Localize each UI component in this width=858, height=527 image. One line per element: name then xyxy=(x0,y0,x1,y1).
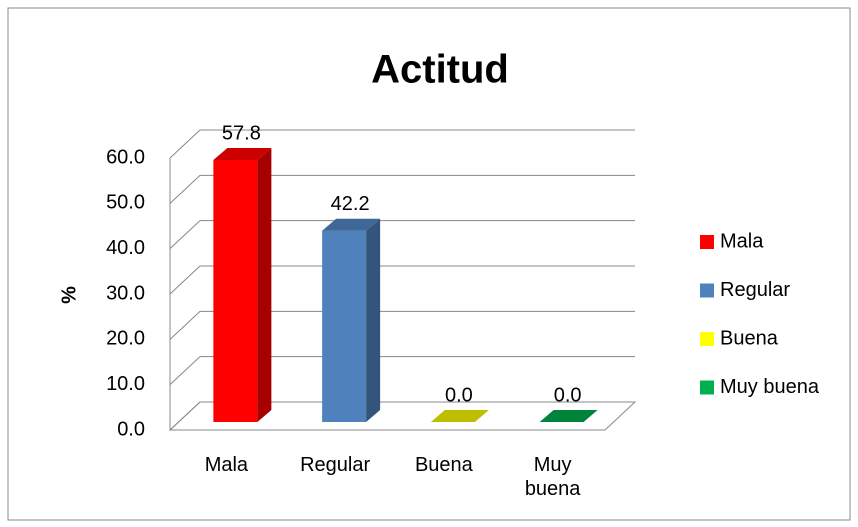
legend-swatch xyxy=(700,332,714,346)
legend-label: Buena xyxy=(720,327,779,349)
bar-front xyxy=(213,159,258,422)
y-tick-label: 20.0 xyxy=(106,328,145,350)
legend-swatch xyxy=(700,283,714,298)
bar xyxy=(322,218,381,422)
y-tick-label: 10.0 xyxy=(106,373,145,395)
legend-swatch xyxy=(700,380,714,395)
data-label: 0.0 xyxy=(445,384,473,406)
legend-label: Muy buena xyxy=(720,376,820,398)
frame xyxy=(7,7,851,521)
y-tick-label: 0.0 xyxy=(117,418,145,440)
grid-line xyxy=(169,310,635,340)
grid-line xyxy=(169,220,635,250)
y-tick-label: 60.0 xyxy=(106,146,145,168)
y-tick-label: 40.0 xyxy=(106,237,145,259)
data-label: 57.8 xyxy=(222,122,261,144)
data-label: 0.0 xyxy=(554,384,582,406)
legend-label: Regular xyxy=(720,279,790,301)
bar-side xyxy=(366,218,381,422)
bar xyxy=(430,410,489,422)
x-tick-label: Buena xyxy=(414,454,473,476)
data-label: 42.2 xyxy=(331,193,370,215)
legend-label: Mala xyxy=(720,230,764,252)
legend-swatch xyxy=(700,235,714,249)
grid-line xyxy=(169,174,635,204)
bar-top xyxy=(322,218,381,231)
y-tick-label: 30.0 xyxy=(106,282,145,304)
y-tick-label: 50.0 xyxy=(106,192,145,214)
bar-top xyxy=(213,147,272,160)
x-tick-label: Muy buena xyxy=(524,454,581,500)
bar xyxy=(539,410,598,422)
grid-line xyxy=(169,265,635,295)
x-tick-label: Mala xyxy=(204,454,249,476)
grid-line xyxy=(169,356,635,386)
x-tick-label: Regular xyxy=(300,454,371,476)
bar-top xyxy=(430,410,489,422)
grid-line xyxy=(169,129,635,159)
bar-top xyxy=(539,410,598,422)
y-axis-label: % xyxy=(58,286,80,304)
bar-side xyxy=(257,147,272,422)
bar-front xyxy=(322,230,367,422)
bar xyxy=(213,147,272,422)
chart-title: Actitud xyxy=(371,48,509,92)
grid-line xyxy=(169,401,635,431)
